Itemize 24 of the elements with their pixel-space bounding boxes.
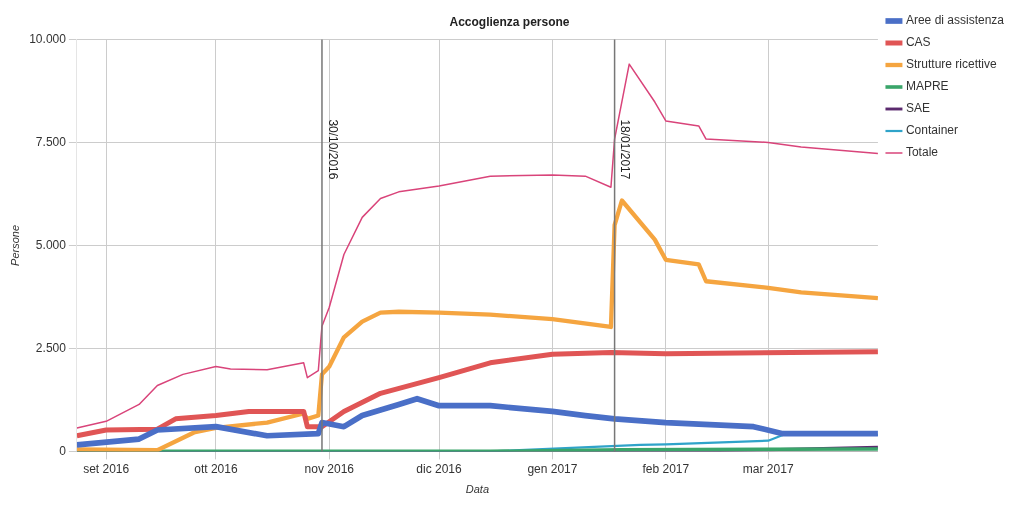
legend-label: MAPRE bbox=[905, 79, 949, 94]
y-axis-title: Persone bbox=[8, 224, 21, 266]
chart-title: Accoglienza persone bbox=[449, 14, 570, 29]
x-tick-label: mar 2017 bbox=[742, 461, 794, 476]
legend-label: SAE bbox=[905, 101, 930, 116]
ref-line-label: 18/01/2017 bbox=[618, 119, 633, 180]
legend-label: Aree di assistenza bbox=[905, 13, 1005, 28]
legend-label: Strutture ricettive bbox=[905, 57, 997, 72]
legend-label: Container bbox=[905, 123, 958, 138]
y-tick-label: 7.500 bbox=[35, 134, 67, 149]
x-tick-label: gen 2017 bbox=[527, 461, 578, 476]
x-tick-label: set 2016 bbox=[83, 461, 130, 476]
x-tick-label: dic 2016 bbox=[416, 461, 463, 476]
y-tick-label: 2.500 bbox=[35, 340, 67, 355]
ref-line-label: 30/10/2016 bbox=[325, 119, 340, 180]
legend-label: Totale bbox=[905, 145, 939, 160]
y-tick-label: 0 bbox=[59, 443, 67, 458]
x-tick-label: nov 2016 bbox=[304, 461, 355, 476]
x-tick-label: feb 2017 bbox=[642, 461, 690, 476]
legend-label: CAS bbox=[905, 35, 931, 50]
y-tick-label: 10.000 bbox=[29, 31, 67, 46]
x-tick-label: ott 2016 bbox=[194, 461, 238, 476]
y-tick-label: 5.000 bbox=[35, 237, 67, 252]
x-axis-title: Data bbox=[465, 483, 490, 496]
